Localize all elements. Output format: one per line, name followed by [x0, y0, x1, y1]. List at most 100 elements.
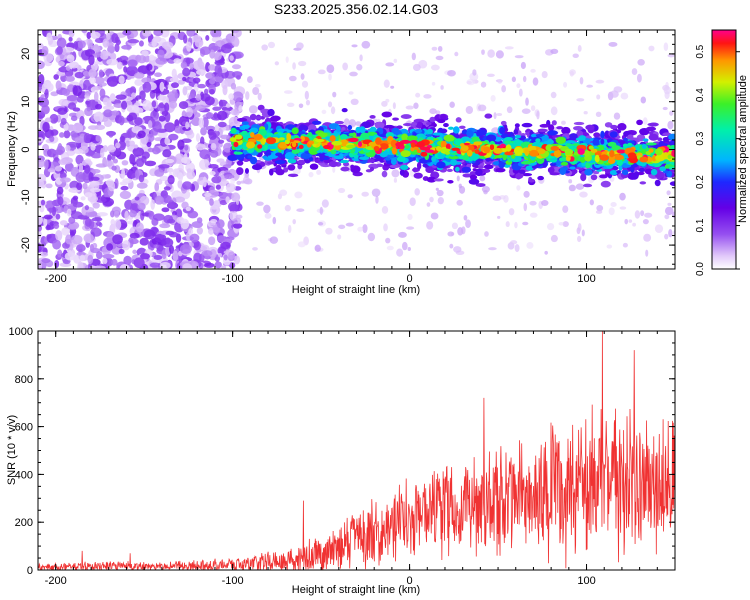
- spectrogram-cell: [153, 254, 163, 260]
- spectrogram-cell: [575, 183, 585, 190]
- spectrogram-cell: [385, 237, 391, 244]
- spectrogram-cell: [225, 183, 236, 193]
- spectrogram-cell: [338, 159, 350, 164]
- spectrogram-cell: [663, 42, 669, 51]
- spectrogram-cell: [458, 183, 462, 189]
- spectrogram-cell: [429, 108, 437, 115]
- spectrogram-cell: [232, 223, 243, 229]
- spectrogram-cell: [89, 180, 100, 186]
- spectrogram-cell: [81, 30, 88, 34]
- spectrogram-cell: [513, 128, 519, 135]
- spectrogram-cell: [495, 50, 504, 59]
- spectrogram-cell: [644, 212, 653, 218]
- spectrogram-cell: [610, 124, 618, 130]
- spectrogram-cell: [139, 237, 149, 246]
- spectrogram-cell: [305, 99, 311, 106]
- spectrogram-cell: [511, 76, 516, 83]
- spectrogram-cell: [194, 104, 206, 112]
- spectrogram-cell: [238, 105, 243, 112]
- spectrogram-cell: [200, 244, 210, 252]
- spectrogram-cell: [38, 60, 45, 70]
- spectrogram-cell: [562, 205, 569, 213]
- spectrogram-cell: [392, 102, 396, 110]
- spectrogram-cell: [257, 92, 262, 101]
- spectrogram-cell: [179, 244, 192, 255]
- spectrogram-cell: [255, 116, 262, 120]
- spectrogram-cell: [407, 213, 413, 221]
- spectrogram-cell: [221, 112, 226, 120]
- spectrogram-cell: [216, 176, 222, 183]
- spectrogram-cell: [537, 128, 548, 133]
- spectrogram-cell: [496, 112, 503, 117]
- spectrogram-cell: [127, 39, 140, 44]
- spectrogram-cell: [188, 228, 194, 236]
- spectrogram-cell: [600, 138, 605, 145]
- spectrogram-cell: [151, 100, 157, 108]
- spectrogram-cell: [314, 159, 321, 164]
- spectrogram-cell: [501, 85, 506, 93]
- spectrogram-cell: [520, 61, 526, 70]
- spectrogram-cell: [497, 79, 503, 84]
- spectrogram-cell: [187, 210, 199, 219]
- spectrogram-cell: [115, 142, 121, 149]
- spectrogram-cell: [49, 135, 55, 142]
- spectrogram-cell: [95, 135, 101, 142]
- spectrogram-cell: [508, 208, 515, 216]
- figure-title: S233.2025.356.02.14.G03: [274, 1, 438, 17]
- spectrogram-cell: [619, 206, 627, 210]
- spectrogram-cell: [479, 175, 486, 182]
- spectrogram-cell: [381, 206, 389, 214]
- spectrogram-cell: [53, 223, 60, 229]
- spectrogram-cell: [541, 135, 549, 142]
- spectrogram-cell: [59, 220, 68, 226]
- spectrogram-cell: [304, 90, 309, 100]
- spectrogram-cell: [92, 85, 103, 91]
- spectrogram-cell: [110, 219, 116, 226]
- spectrogram-cell: [556, 126, 564, 130]
- spectrogram-cell: [610, 202, 617, 207]
- spectrogram-cell: [180, 61, 188, 69]
- spectrogram-cell: [620, 92, 629, 100]
- spectrogram-cell: [108, 132, 114, 138]
- spectrogram-cell: [121, 100, 128, 110]
- spectrogram-cell: [475, 183, 486, 188]
- spectrogram-cell: [326, 64, 335, 74]
- spectrogram-cell: [514, 244, 520, 253]
- spectrogram-cell: [208, 78, 216, 85]
- spectrogram-cell: [521, 173, 533, 177]
- spectrogram-cell: [582, 183, 593, 188]
- spectrogram-cell: [381, 111, 393, 118]
- spectrogram-cell: [300, 124, 305, 128]
- spectrogram-cell: [386, 245, 394, 251]
- spectrogram-cell: [463, 214, 468, 221]
- spectrogram-cell: [236, 167, 244, 175]
- spectrogram-cell: [453, 246, 462, 253]
- spectrogram-cell: [639, 181, 647, 185]
- spectrogram-cell: [551, 120, 557, 126]
- spectrogram-cell: [209, 171, 216, 176]
- spectrogram-cell: [285, 56, 289, 64]
- spectrogram-cell: [110, 210, 115, 218]
- spectrogram-cell: [84, 205, 90, 211]
- spectrogram-cell: [577, 222, 582, 232]
- spectrogram-cell: [321, 199, 329, 208]
- spectrogram-cell: [495, 167, 506, 173]
- spectrogram-cell: [332, 91, 337, 98]
- spectrogram-cell: [110, 52, 117, 61]
- spectrogram-cell: [49, 113, 59, 124]
- spectrogram-cell: [142, 81, 152, 93]
- spectrogram-cell: [144, 106, 150, 111]
- spectrogram-cell: [222, 84, 228, 96]
- spectrogram-cell: [134, 169, 139, 179]
- spectrogram-cell: [583, 110, 588, 115]
- spectrogram-cell: [407, 247, 411, 252]
- spectrogram-cell: [126, 170, 137, 179]
- spectrogram-cell: [144, 160, 157, 167]
- spectrogram-cell: [38, 243, 42, 253]
- spectrogram-cell: [192, 77, 201, 84]
- spectrogram-cell: [518, 169, 526, 174]
- spectrogram-cell: [287, 164, 296, 171]
- spectrogram-cell: [347, 125, 353, 131]
- spectrogram-cell: [357, 226, 364, 232]
- spectrogram-cell: [579, 77, 584, 85]
